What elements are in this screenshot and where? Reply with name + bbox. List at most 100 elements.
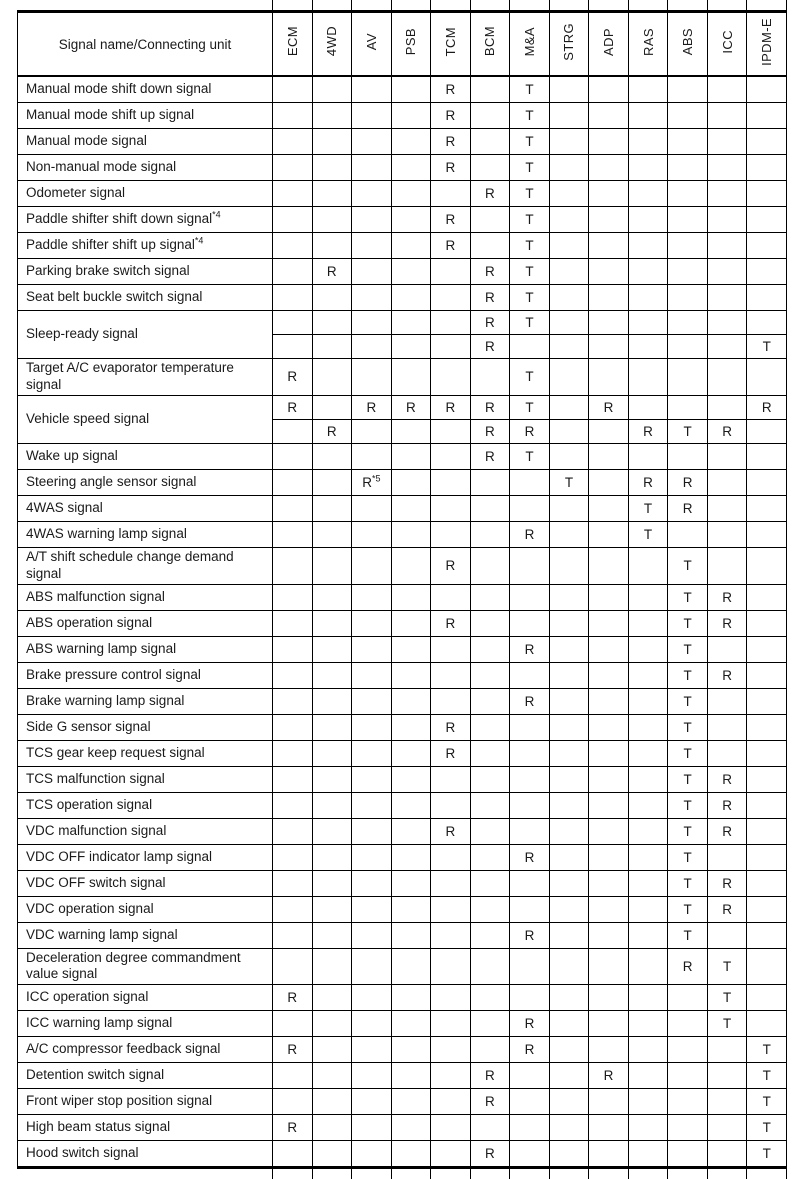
signal-value-cell-ecm: [272, 418, 313, 444]
signal-value-cell-m-a: [509, 494, 550, 522]
unit-header-ras: RAS: [627, 0, 669, 77]
signal-value-cell-icc: [706, 358, 748, 396]
signal-value-cell-ecm: R: [272, 358, 313, 396]
signal-name-cell: Detention switch signal: [17, 1062, 273, 1090]
signal-value-cell-abs: [667, 232, 708, 259]
signal-value-cell-av: [351, 154, 392, 181]
unit-header-label: PSB: [403, 27, 419, 56]
signal-value-cell-m-a: [509, 739, 550, 767]
signal-value-cell-bcm: R: [469, 1088, 511, 1116]
unit-header-4wd: 4WD: [311, 0, 353, 77]
signal-value-cell-ecm: [272, 895, 313, 923]
signal-value-cell-av: [351, 895, 392, 923]
signal-value-cell-ipdm-e: [746, 817, 787, 845]
signal-value-cell-ras: [627, 128, 669, 155]
signal-value-cell-m-a: [509, 1088, 550, 1116]
signal-value-cell-psb: [390, 494, 432, 522]
signal-value-cell-adp: [588, 154, 629, 181]
signal-value-cell-4wd: [311, 1140, 353, 1179]
signal-value-cell-strg: [548, 358, 590, 396]
signal-value-cell-strg: [548, 661, 590, 689]
signal-value-cell-m-a: R: [509, 418, 550, 444]
unit-header-strg: STRG: [548, 0, 590, 77]
signal-value-cell-tcm: [430, 1140, 471, 1179]
signal-value-cell-bcm: R: [469, 394, 511, 420]
signal-value-cell-abs: [667, 394, 708, 420]
signal-value-cell-4wd: [311, 739, 353, 767]
signal-value-cell-ecm: [272, 75, 313, 103]
signal-value-cell-tcm: [430, 258, 471, 285]
signal-value-cell-strg: [548, 442, 590, 470]
signal-value-cell-ras: [627, 1140, 669, 1179]
signal-value-cell-strg: [548, 75, 590, 103]
table-row: Seat belt buckle switch signal R T: [17, 284, 787, 311]
signal-value-cell-abs: T: [667, 635, 708, 663]
signal-value-cell-icc: [706, 1140, 748, 1179]
signal-value-cell-strg: [548, 102, 590, 129]
signal-value-cell-bcm: R: [469, 1140, 511, 1179]
signal-value-cell-abs: T: [667, 739, 708, 767]
signal-value-cell-icc: [706, 258, 748, 285]
signal-value-cell-psb: [390, 180, 432, 207]
signal-value-cell-icc: [706, 334, 748, 359]
signal-value-cell-bcm: [469, 609, 511, 637]
signal-value-cell-icc: R: [706, 765, 748, 793]
manual-page: Signal name/Connecting unit ECM 4WD AV PSB T…: [17, 0, 788, 1179]
signal-value-cell-4wd: [311, 843, 353, 871]
signal-value-cell-4wd: [311, 1114, 353, 1142]
signal-value-cell-ipdm-e: [746, 546, 787, 585]
table-row: 4WAS signal T R: [17, 494, 787, 522]
signal-value-cell-ipdm-e: [746, 232, 787, 259]
signal-value-cell-ipdm-e: [746, 358, 787, 396]
signal-value-cell-tcm: [430, 843, 471, 871]
signal-name-cell: Paddle shifter shift up signal*4: [17, 232, 273, 259]
table-edge-tick: [786, 1169, 787, 1179]
signal-value-cell-bcm: [469, 791, 511, 819]
signal-value-cell-av: [351, 232, 392, 259]
signal-value-cell-adp: [588, 102, 629, 129]
signal-value-cell-tcm: R: [430, 739, 471, 767]
signal-value-cell-abs: T: [667, 713, 708, 741]
signal-value-cell-icc: T: [706, 984, 748, 1012]
signal-value-cell-ecm: [272, 713, 313, 741]
table-row: Odometer signal R T: [17, 180, 787, 207]
signal-name-cell: Steering angle sensor signal: [17, 468, 273, 496]
table-row: Paddle shifter shift down signal*4 R T: [17, 206, 787, 233]
signal-value-cell-ras: [627, 984, 669, 1012]
signal-value-cell-bcm: [469, 947, 511, 986]
signal-value-cell-4wd: [311, 468, 353, 496]
signal-value-cell-strg: [548, 334, 590, 359]
signal-value-cell-ras: [627, 947, 669, 986]
signal-value-cell-adp: [588, 869, 629, 897]
signal-value-cell-abs: [667, 310, 708, 335]
signal-value-cell-tcm: [430, 418, 471, 444]
signal-value-cell-bcm: [469, 921, 511, 949]
signal-value-cell-4wd: [311, 1036, 353, 1064]
signal-value-cell-4wd: [311, 921, 353, 949]
signal-value-cell-adp: [588, 1036, 629, 1064]
signal-value-cell-strg: [548, 1088, 590, 1116]
signal-value-cell-psb: [390, 1036, 432, 1064]
signal-value-cell-icc: [706, 921, 748, 949]
signal-value-cell-ecm: [272, 180, 313, 207]
signal-value-cell-ecm: [272, 494, 313, 522]
signal-value-cell-av: [351, 494, 392, 522]
signal-value-cell-strg: [548, 258, 590, 285]
signal-value-cell-icc: [706, 713, 748, 741]
signal-name-cell: TCS malfunction signal: [17, 765, 273, 793]
signal-value-cell-tcm: R: [430, 75, 471, 103]
signal-value-cell-psb: [390, 232, 432, 259]
signal-value-cell-adp: [588, 494, 629, 522]
signal-value-cell-ecm: R: [272, 394, 313, 420]
signal-value-cell-psb: [390, 869, 432, 897]
table-row: TCS gear keep request signal R T: [17, 739, 787, 767]
signal-value-cell-4wd: [311, 869, 353, 897]
signal-value-cell-tcm: [430, 358, 471, 396]
signal-name-cell: VDC OFF switch signal: [17, 869, 273, 897]
signal-value-cell-tcm: [430, 1010, 471, 1038]
signal-value-cell-m-a: T: [509, 154, 550, 181]
signal-value-cell-psb: [390, 687, 432, 715]
table-row: Wake up signal R T: [17, 442, 787, 470]
signal-value-cell-bcm: [469, 232, 511, 259]
signal-value-cell-adp: [588, 358, 629, 396]
